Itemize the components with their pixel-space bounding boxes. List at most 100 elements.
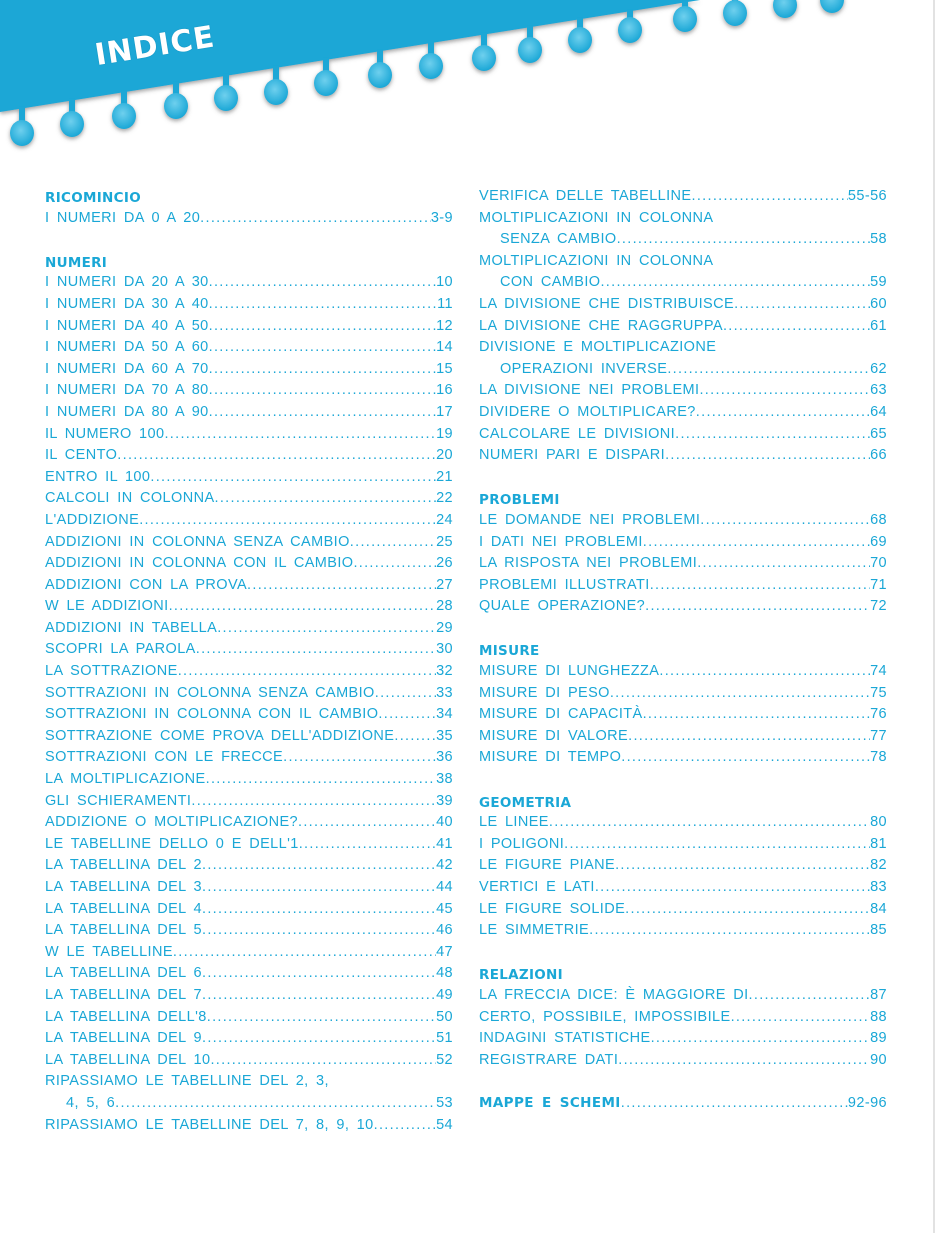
toc-entry[interactable]: LA TABELLINA DEL 6 48 — [45, 963, 453, 985]
toc-entry[interactable]: LA TABELLINA DEL 2 42 — [45, 855, 453, 877]
toc-entry[interactable]: SOTTRAZIONE COME PROVA DELL'ADDIZIONE 35 — [45, 726, 453, 748]
page-number: 60 — [870, 295, 887, 312]
toc-entry[interactable]: MISURE DI LUNGHEZZA 74 — [479, 661, 887, 683]
toc-entry[interactable]: I POLIGONI 81 — [479, 834, 887, 856]
toc-entry[interactable]: INDAGINI STATISTICHE 89 — [479, 1028, 887, 1050]
toc-entry[interactable]: W LE TABELLINE 47 — [45, 942, 453, 964]
dot-leader — [353, 553, 436, 575]
toc-entry[interactable]: SCOPRI LA PAROLA 30 — [45, 639, 453, 661]
toc-entry[interactable]: CERTO, POSSIBILE, IMPOSSIBILE 88 — [479, 1007, 887, 1029]
page-number: 21 — [436, 468, 453, 485]
toc-entry[interactable]: CALCOLARE LE DIVISIONI 65 — [479, 424, 887, 446]
toc-entry[interactable]: LA TABELLINA DELL'8 50 — [45, 1007, 453, 1029]
toc-entry[interactable]: CON CAMBIO 59 — [479, 272, 887, 294]
toc-entry[interactable]: LA DIVISIONE CHE RAGGRUPPA 61 — [479, 316, 887, 338]
dot-leader — [697, 553, 870, 575]
page-number: 45 — [436, 900, 453, 917]
toc-entry[interactable]: SOTTRAZIONI CON LE FRECCE 36 — [45, 747, 453, 769]
toc-entry[interactable]: I DATI NEI PROBLEMI 69 — [479, 532, 887, 554]
paint-drip — [673, 6, 697, 32]
dot-leader — [173, 942, 436, 964]
toc-entry[interactable]: L'ADDIZIONE 24 — [45, 510, 453, 532]
toc-entry[interactable]: LA DIVISIONE CHE DISTRIBUISCE 60 — [479, 294, 887, 316]
toc-entry[interactable]: LA TABELLINA DEL 3 44 — [45, 877, 453, 899]
toc-entry[interactable]: LA FRECCIA DICE: È MAGGIORE DI 87 — [479, 985, 887, 1007]
toc-entry[interactable]: LE LINEE 80 — [479, 812, 887, 834]
toc-entry[interactable]: VERTICI E LATI 83 — [479, 877, 887, 899]
toc-entry[interactable]: LA TABELLINA DEL 9 51 — [45, 1028, 453, 1050]
toc-section: MAPPE E SCHEMI 92-96 — [479, 1093, 887, 1115]
toc-entry[interactable]: CALCOLI IN COLONNA 22 — [45, 488, 453, 510]
toc-entry[interactable]: LA TABELLINA DEL 10 52 — [45, 1050, 453, 1072]
entry-title: SOTTRAZIONI CON LE FRECCE — [45, 749, 284, 766]
toc-section: PROBLEMI LE DOMANDE NEI PROBLEMI 68 I DATI … — [479, 488, 887, 618]
toc-entry[interactable]: W LE ADDIZIONI 28 — [45, 596, 453, 618]
toc-entry[interactable]: LE SIMMETRIE 85 — [479, 920, 887, 942]
page-number: 68 — [870, 511, 887, 528]
toc-entry[interactable]: MISURE DI PESO 75 — [479, 683, 887, 705]
section-heading: GEOMETRIA — [479, 794, 572, 811]
toc-entry[interactable]: LA TABELLINA DEL 7 49 — [45, 985, 453, 1007]
drip-stem — [19, 106, 25, 131]
toc-entry[interactable]: LA SOTTRAZIONE 32 — [45, 661, 453, 683]
toc-entry[interactable]: DIVIDERE O MOLTIPLICARE? 64 — [479, 402, 887, 424]
toc-entry[interactable]: MISURE DI TEMPO 78 — [479, 747, 887, 769]
toc-entry[interactable]: SENZA CAMBIO 58 — [479, 229, 887, 251]
toc-entry[interactable]: I NUMERI DA 80 A 90 17 — [45, 402, 453, 424]
page-number: 51 — [436, 1030, 453, 1047]
toc-entry[interactable]: I NUMERI DA 40 A 50 12 — [45, 316, 453, 338]
toc-entry[interactable]: IL CENTO 20 — [45, 445, 453, 467]
toc-entry[interactable]: LE FIGURE SOLIDE 84 — [479, 899, 887, 921]
toc-entry[interactable]: I NUMERI DA 60 A 70 15 — [45, 359, 453, 381]
page-number: 46 — [436, 922, 453, 939]
toc-entry[interactable]: ADDIZIONI IN COLONNA SENZA CAMBIO 25 — [45, 532, 453, 554]
toc-entry[interactable]: LA MOLTIPLICAZIONE 38 — [45, 769, 453, 791]
toc-entry[interactable]: QUALE OPERAZIONE? 72 — [479, 596, 887, 618]
toc-entry[interactable]: ADDIZIONE O MOLTIPLICAZIONE? 40 — [45, 812, 453, 834]
toc-entry[interactable]: VERIFICA DELLE TABELLINE 55-56 — [479, 186, 887, 208]
toc-entry[interactable]: I NUMERI DA 0 A 20 3-9 — [45, 208, 453, 230]
toc-entry[interactable]: GLI SCHIERAMENTI 39 — [45, 791, 453, 813]
toc-entry[interactable]: I NUMERI DA 50 A 60 14 — [45, 337, 453, 359]
toc-entry-line[interactable]: DIVISIONE E MOLTIPLICAZIONE — [479, 337, 887, 359]
entry-title: GLI SCHIERAMENTI — [45, 792, 192, 809]
toc-entry[interactable]: LE TABELLINE DELLO 0 E DELL'1 41 — [45, 834, 453, 856]
toc-entry[interactable]: MISURE DI VALORE 77 — [479, 726, 887, 748]
toc-entry[interactable]: LE DOMANDE NEI PROBLEMI 68 — [479, 510, 887, 532]
toc-entry[interactable]: MAPPE E SCHEMI 92-96 — [479, 1093, 887, 1115]
toc-entry[interactable]: SOTTRAZIONI IN COLONNA CON IL CAMBIO 34 — [45, 704, 453, 726]
toc-entry[interactable]: LA TABELLINA DEL 4 45 — [45, 899, 453, 921]
toc-entry[interactable]: PROBLEMI ILLUSTRATI 71 — [479, 575, 887, 597]
toc-entry[interactable]: LA TABELLINA DEL 5 46 — [45, 920, 453, 942]
toc-entry-line[interactable]: MOLTIPLICAZIONI IN COLONNA — [479, 208, 887, 230]
toc-entry[interactable]: LA RISPOSTA NEI PROBLEMI 70 — [479, 553, 887, 575]
toc-entry[interactable]: OPERAZIONI INVERSE 62 — [479, 359, 887, 381]
paint-drip — [773, 0, 797, 18]
toc-entry[interactable]: ADDIZIONI IN TABELLA 29 — [45, 618, 453, 640]
toc-entry[interactable]: 4, 5, 6 53 — [45, 1093, 453, 1115]
page-number: 30 — [436, 641, 453, 658]
toc-entry[interactable]: NUMERI PARI E DISPARI 66 — [479, 445, 887, 467]
page-number: 89 — [870, 1030, 887, 1047]
dot-leader — [700, 510, 870, 532]
toc-entry[interactable]: IL NUMERO 100 19 — [45, 424, 453, 446]
section-heading: PROBLEMI — [479, 492, 560, 509]
toc-entry[interactable]: I NUMERI DA 70 A 80 16 — [45, 380, 453, 402]
toc-entry[interactable]: I NUMERI DA 30 A 40 11 — [45, 294, 453, 316]
toc-entry[interactable]: MISURE DI CAPACITÀ 76 — [479, 704, 887, 726]
toc-entry[interactable]: SOTTRAZIONI IN COLONNA SENZA CAMBIO 33 — [45, 683, 453, 705]
toc-entry[interactable]: ADDIZIONI CON LA PROVA 27 — [45, 575, 453, 597]
toc-entry[interactable]: RIPASSIAMO LE TABELLINE DEL 7, 8, 9, 10 5… — [45, 1115, 453, 1137]
page-number: 62 — [870, 360, 887, 377]
toc-entry[interactable]: I NUMERI DA 20 A 30 10 — [45, 272, 453, 294]
toc-entry[interactable]: LE FIGURE PIANE 82 — [479, 855, 887, 877]
toc-entry[interactable]: ADDIZIONI IN COLONNA CON IL CAMBIO 26 — [45, 553, 453, 575]
toc-entry[interactable]: LA DIVISIONE NEI PROBLEMI 63 — [479, 380, 887, 402]
toc-entry-line[interactable]: MOLTIPLICAZIONI IN COLONNA — [479, 251, 887, 273]
toc-entry-line[interactable]: RIPASSIAMO LE TABELLINE DEL 2, 3, — [45, 1071, 453, 1093]
dot-leader — [209, 359, 436, 381]
toc-entry[interactable]: REGISTRARE DATI 90 — [479, 1050, 887, 1072]
toc-section: MISURE MISURE DI LUNGHEZZA 74 MISURE DI PES… — [479, 639, 887, 769]
dot-leader — [202, 1028, 436, 1050]
toc-entry[interactable]: ENTRO IL 100 21 — [45, 467, 453, 489]
